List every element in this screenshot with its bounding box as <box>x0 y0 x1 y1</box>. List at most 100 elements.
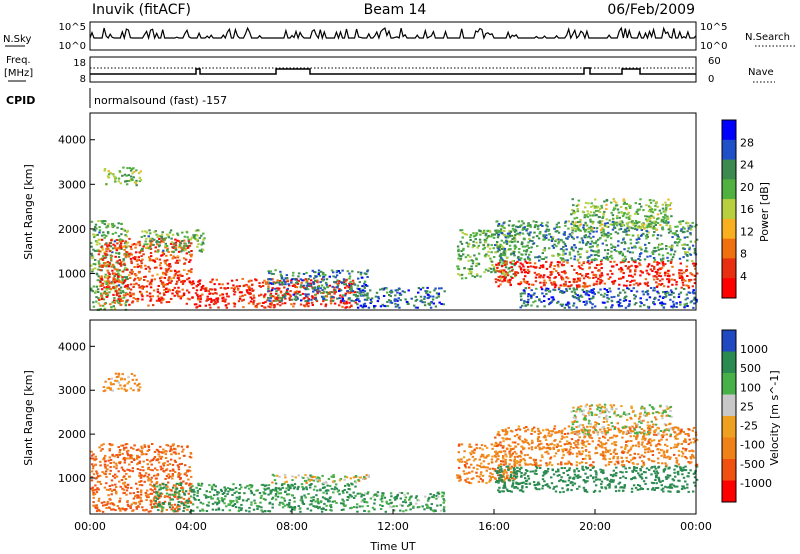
scatter-cell <box>125 242 128 245</box>
scatter-cell <box>631 258 634 261</box>
scatter-cell <box>165 270 168 272</box>
scatter-cell <box>633 279 636 282</box>
scatter-cell <box>92 496 95 499</box>
scatter-cell <box>575 280 579 283</box>
scatter-cell <box>327 489 330 492</box>
scatter-cell <box>139 491 143 493</box>
scatter-cell <box>505 239 508 242</box>
scatter-cell <box>334 486 337 489</box>
scatter-cell <box>302 284 306 287</box>
scatter-cell <box>634 266 638 269</box>
scatter-cell <box>267 270 270 273</box>
scatter-cell <box>160 254 163 257</box>
scatter-cell <box>171 486 175 489</box>
scatter-cell <box>637 284 640 287</box>
scatter-cell <box>604 249 607 252</box>
scatter-cell <box>584 275 588 278</box>
scatter-cell <box>339 294 342 297</box>
scatter-cell <box>362 294 365 297</box>
scatter-cell <box>477 252 481 255</box>
scatter-cell <box>489 257 492 260</box>
scatter-cell <box>130 283 133 286</box>
scatter-cell <box>666 252 669 255</box>
scatter-cell <box>403 291 406 294</box>
scatter-cell <box>102 458 105 461</box>
scatter-cell <box>173 294 176 297</box>
scatter-cell <box>476 246 479 249</box>
scatter-cell <box>565 289 568 292</box>
scatter-cell <box>653 260 656 263</box>
scatter-cell <box>267 287 270 290</box>
scatter-cell <box>625 208 628 211</box>
power-frame <box>89 112 697 311</box>
scatter-cell <box>317 502 320 505</box>
scatter-cell <box>687 291 690 294</box>
scatter-cell <box>616 222 619 225</box>
scatter-cell <box>166 290 170 293</box>
scatter-cell <box>175 486 178 489</box>
scatter-cell <box>628 221 631 224</box>
scatter-cell <box>117 235 121 238</box>
scatter-cell <box>631 220 634 222</box>
scatter-cell <box>330 506 333 509</box>
scatter-cell <box>575 297 579 300</box>
scatter-cell <box>302 487 306 490</box>
scatter-cell <box>120 377 123 380</box>
scatter-cell <box>130 454 134 457</box>
scatter-cell <box>263 487 266 490</box>
scatter-cell <box>538 256 542 258</box>
scatter-cell <box>188 298 191 301</box>
scatter-cell <box>527 272 530 274</box>
scatter-cell <box>590 259 594 261</box>
scatter-cell <box>614 231 618 234</box>
scatter-cell <box>566 237 569 240</box>
scatter-cell <box>277 492 281 495</box>
scatter-cell <box>657 274 661 277</box>
scatter-cell <box>356 295 360 297</box>
scatter-cell <box>606 236 609 239</box>
scatter-cell <box>159 457 163 460</box>
scatter-cell <box>105 235 108 237</box>
scatter-cell <box>593 282 596 285</box>
scatter-cell <box>658 279 662 282</box>
scatter-cell <box>176 445 180 448</box>
scatter-cell <box>100 277 103 280</box>
scatter-cell <box>304 474 307 477</box>
scatter-cell <box>329 509 332 511</box>
scatter-cell <box>497 223 501 225</box>
scatter-cell <box>589 220 592 223</box>
scatter-cell <box>140 266 143 269</box>
scatter-cell <box>500 232 504 235</box>
scatter-cell <box>367 306 371 309</box>
scatter-cell <box>571 229 574 232</box>
scatter-cell <box>117 239 121 242</box>
scatter-cell <box>540 288 544 291</box>
scatter-cell <box>625 284 628 287</box>
scatter-cell <box>156 458 159 461</box>
scatter-cell <box>544 230 547 233</box>
scatter-cell <box>190 250 193 252</box>
scatter-cell <box>620 305 623 307</box>
scatter-cell <box>147 493 150 496</box>
scatter-cell <box>588 297 591 300</box>
scatter-cell <box>403 493 406 496</box>
scatter-cell <box>109 387 112 390</box>
scatter-cell <box>506 232 510 235</box>
scatter-cell <box>269 490 272 493</box>
scatter-cell <box>240 507 243 510</box>
scatter-cell <box>160 237 164 240</box>
scatter-cell <box>129 455 132 458</box>
scatter-cell <box>653 246 656 249</box>
scatter-cell <box>186 502 190 504</box>
scatter-cell <box>639 264 642 267</box>
scatter-cell <box>233 288 236 290</box>
scatter-cell <box>602 230 605 233</box>
scatter-cell <box>292 487 296 490</box>
scatter-cell <box>273 296 277 299</box>
scatter-cell <box>112 272 115 275</box>
scatter-cell <box>592 230 595 233</box>
scatter-cell <box>188 261 191 263</box>
scatter-cell <box>568 253 572 256</box>
scatter-cell <box>155 477 158 480</box>
scatter-cell <box>608 255 611 258</box>
